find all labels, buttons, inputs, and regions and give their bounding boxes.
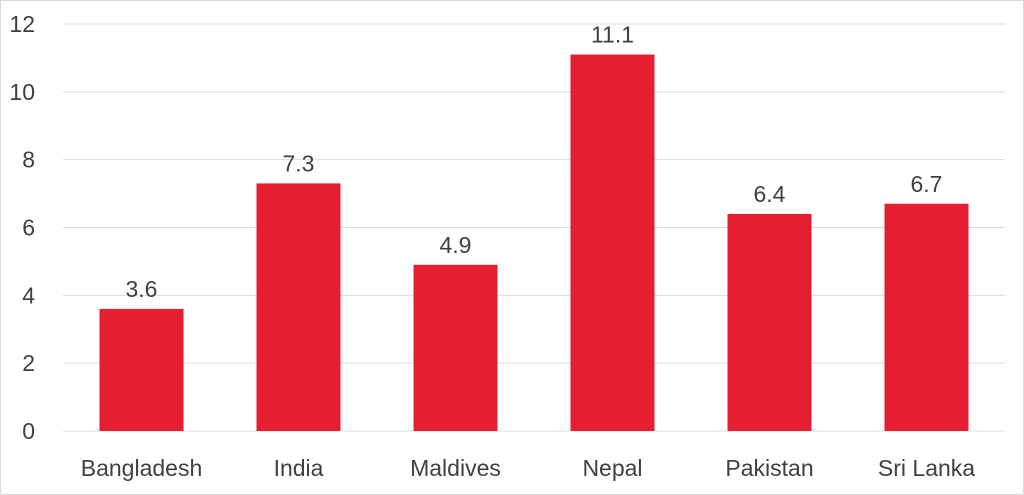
category-label: Pakistan: [725, 455, 813, 481]
data-label: 7.3: [283, 150, 315, 176]
y-tick-label: 6: [22, 215, 35, 241]
data-label: 4.9: [440, 232, 472, 258]
category-label: Nepal: [582, 455, 642, 481]
data-labels: 3.6 7.3 4.9 11.1 6.4 6.7: [126, 22, 943, 302]
data-label: 3.6: [126, 276, 158, 302]
bar: [99, 308, 184, 431]
y-tick-label: 0: [22, 418, 35, 444]
category-label: Maldives: [410, 455, 501, 481]
data-label: 11.1: [591, 22, 634, 48]
bars: [99, 54, 969, 432]
category-label: Sri Lanka: [878, 455, 975, 481]
data-label: 6.4: [754, 181, 786, 207]
y-tick-label: 2: [22, 350, 35, 376]
y-axis-ticks: 0 2 4 6 8 10 12: [9, 11, 35, 444]
y-tick-label: 4: [22, 282, 35, 308]
bar: [570, 54, 655, 432]
category-label: Bangladesh: [81, 455, 203, 481]
category-label: India: [274, 455, 324, 481]
y-tick-label: 8: [22, 147, 35, 173]
x-axis-categories: Bangladesh India Maldives Nepal Pakistan Sri …: [81, 455, 976, 481]
y-tick-label: 12: [9, 11, 35, 37]
bar: [413, 264, 498, 431]
bar: [727, 213, 812, 431]
bar: [256, 183, 341, 431]
data-label: 6.7: [911, 171, 943, 197]
y-tick-label: 10: [9, 79, 35, 105]
gridlines: [63, 23, 1005, 432]
bar: [884, 203, 969, 431]
